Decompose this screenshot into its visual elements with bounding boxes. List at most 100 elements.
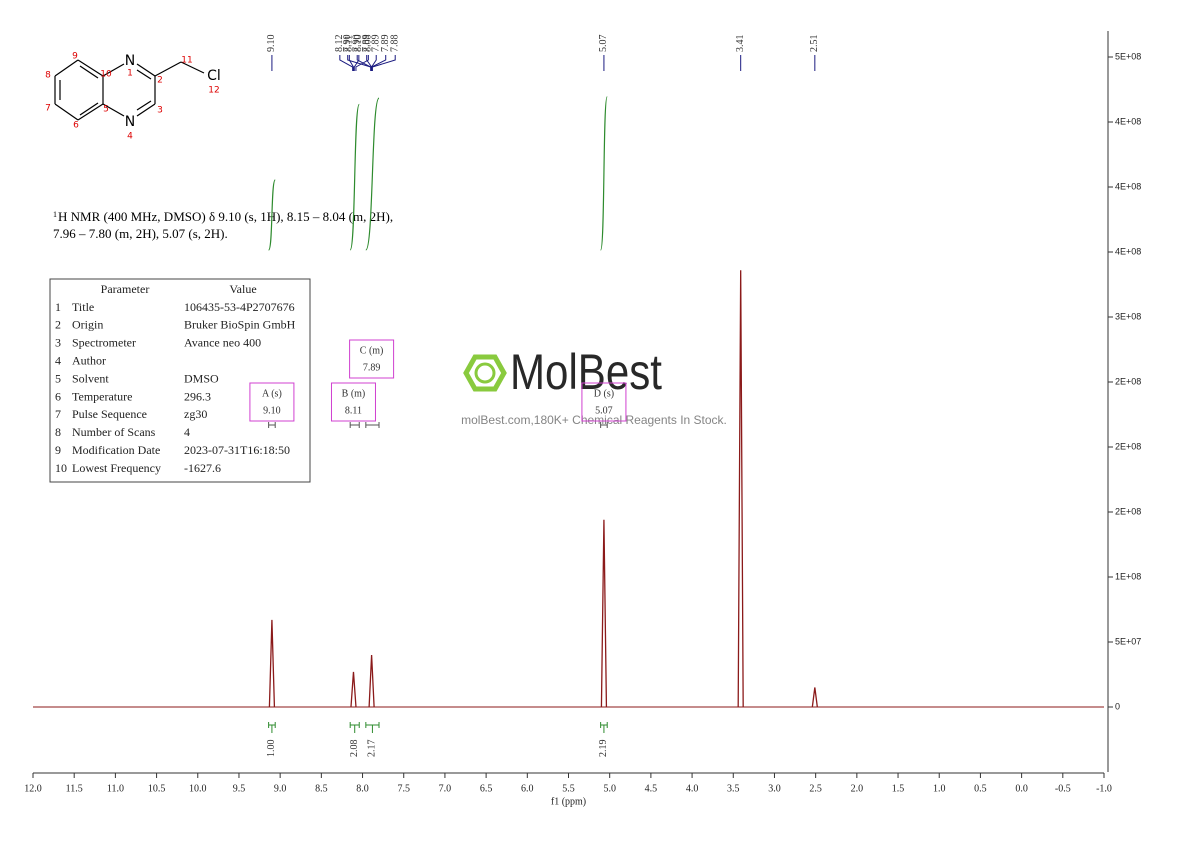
x-tick-label: 8.5 xyxy=(315,783,328,794)
integral-curve xyxy=(349,103,360,251)
y-tick-label: 3E+08 xyxy=(1115,311,1141,321)
x-tick-label: 9.0 xyxy=(274,783,287,794)
bond xyxy=(79,102,99,116)
table-header: Value xyxy=(229,282,256,296)
peak-label: 8.11 xyxy=(344,35,355,52)
logo xyxy=(474,362,496,384)
peak-label: 7.90 xyxy=(352,35,363,53)
atom-number: 3 xyxy=(157,106,163,116)
peak-pick-line xyxy=(371,55,387,71)
table-cell: 7 xyxy=(55,407,61,421)
x-tick-label: 0.0 xyxy=(1015,783,1028,794)
x-tick-label: -1.0 xyxy=(1096,783,1112,794)
table-cell: Spectrometer xyxy=(72,336,136,350)
integral-curve xyxy=(268,179,276,251)
x-tick-label: 3.5 xyxy=(727,783,740,794)
multiplet-box xyxy=(330,382,376,422)
x-axis-label: f1 (ppm) xyxy=(551,796,586,807)
tagline: molBest.com,180K+ Chemical Reagents In S… xyxy=(461,413,727,427)
y-tick-label: 5E+07 xyxy=(1115,636,1141,646)
table-cell: -1627.6 xyxy=(184,461,221,475)
x-tick-label: 4.0 xyxy=(686,783,699,794)
table-cell: Bruker BioSpin GmbH xyxy=(184,318,296,332)
x-tick-label: 6.0 xyxy=(521,783,534,794)
peak-label: 7.89 xyxy=(361,35,372,53)
peak-label: 7.89 xyxy=(380,35,391,53)
y-tick-label: 2E+08 xyxy=(1115,506,1141,516)
bond xyxy=(180,61,205,74)
x-tick-label: 3.0 xyxy=(768,783,781,794)
atom-number: 4 xyxy=(127,132,133,142)
brand: MolBest xyxy=(510,344,662,400)
peak xyxy=(737,270,744,708)
x-tick-label: -0.5 xyxy=(1055,783,1071,794)
atom-number: 2 xyxy=(157,76,163,86)
table-cell: Temperature xyxy=(72,389,132,403)
x-tick-label: 12.0 xyxy=(24,783,42,794)
multiplet-name: B (m) xyxy=(342,388,366,399)
table-cell: 106435-53-4P2707676 xyxy=(184,300,295,314)
multiplet-box xyxy=(581,382,627,422)
bond xyxy=(154,61,182,77)
multiplet-shift: 9.10 xyxy=(263,405,281,416)
bond xyxy=(102,63,125,77)
peak-label: 5.07 xyxy=(598,35,609,53)
table-frame xyxy=(49,278,311,483)
peak-label: 2.51 xyxy=(809,35,820,53)
x-tick-label: 6.5 xyxy=(480,783,493,794)
table-cell: zg30 xyxy=(184,407,207,421)
y-tick-label: 1E+08 xyxy=(1115,571,1141,581)
logo xyxy=(463,354,507,392)
multiplet-name: A (s) xyxy=(262,388,282,399)
peak-label: 7.89 xyxy=(371,35,382,53)
bond xyxy=(79,65,99,79)
peak-label: 7.90 xyxy=(342,35,353,53)
x-tick-label: 0.5 xyxy=(974,783,987,794)
y-tick-label: 2E+08 xyxy=(1115,376,1141,386)
table-cell: 2023-07-31T16:18:50 xyxy=(184,443,290,457)
peak xyxy=(350,671,357,708)
atom-number: 10 xyxy=(100,70,112,80)
y-tick-label: 4E+08 xyxy=(1115,116,1141,126)
peak-pick-line xyxy=(356,55,372,71)
peak-pick-line xyxy=(348,55,354,71)
peak-label: 9.10 xyxy=(266,35,277,53)
integral-curve xyxy=(365,97,380,251)
y-tick-label: 4E+08 xyxy=(1115,246,1141,256)
table-cell: Avance neo 400 xyxy=(184,336,261,350)
integral-curve xyxy=(600,96,608,251)
x-tick-label: 9.5 xyxy=(233,783,246,794)
peak-label: 8.08 xyxy=(363,35,374,53)
atom-number: 1 xyxy=(127,69,133,79)
table-cell: DMSO xyxy=(184,371,219,385)
x-tick-label: 7.5 xyxy=(397,783,410,794)
table-cell: 10 xyxy=(55,461,67,475)
y-tick-label: 4E+08 xyxy=(1115,181,1141,191)
atom-number: 12 xyxy=(208,86,219,96)
bond xyxy=(77,103,104,121)
table-cell: 3 xyxy=(55,336,61,350)
x-tick-label: 7.0 xyxy=(439,783,452,794)
description-sup: 1 xyxy=(53,210,57,219)
multiplet-range xyxy=(600,422,608,428)
table-cell: 8 xyxy=(55,425,61,439)
multiplet-box xyxy=(349,339,395,379)
table-cell: Pulse Sequence xyxy=(72,407,147,421)
structure: N N Cl 1 2 3 4 5 6 7 8 9 10 11 12 xyxy=(45,52,221,142)
atom: Cl xyxy=(207,68,221,84)
table-cell: Author xyxy=(72,353,106,367)
bond xyxy=(136,103,156,117)
bond xyxy=(136,63,156,77)
bond xyxy=(54,103,79,121)
peak xyxy=(811,687,818,708)
peak-pick-line xyxy=(339,55,354,71)
table-cell: 2 xyxy=(55,318,61,332)
bond xyxy=(136,69,152,80)
table-cell: 4 xyxy=(55,353,61,367)
bond xyxy=(77,59,104,77)
multiplet-shift: 7.89 xyxy=(363,362,381,373)
atom: N xyxy=(125,114,135,130)
bond xyxy=(102,103,125,117)
x-tick-label: 5.0 xyxy=(603,783,616,794)
